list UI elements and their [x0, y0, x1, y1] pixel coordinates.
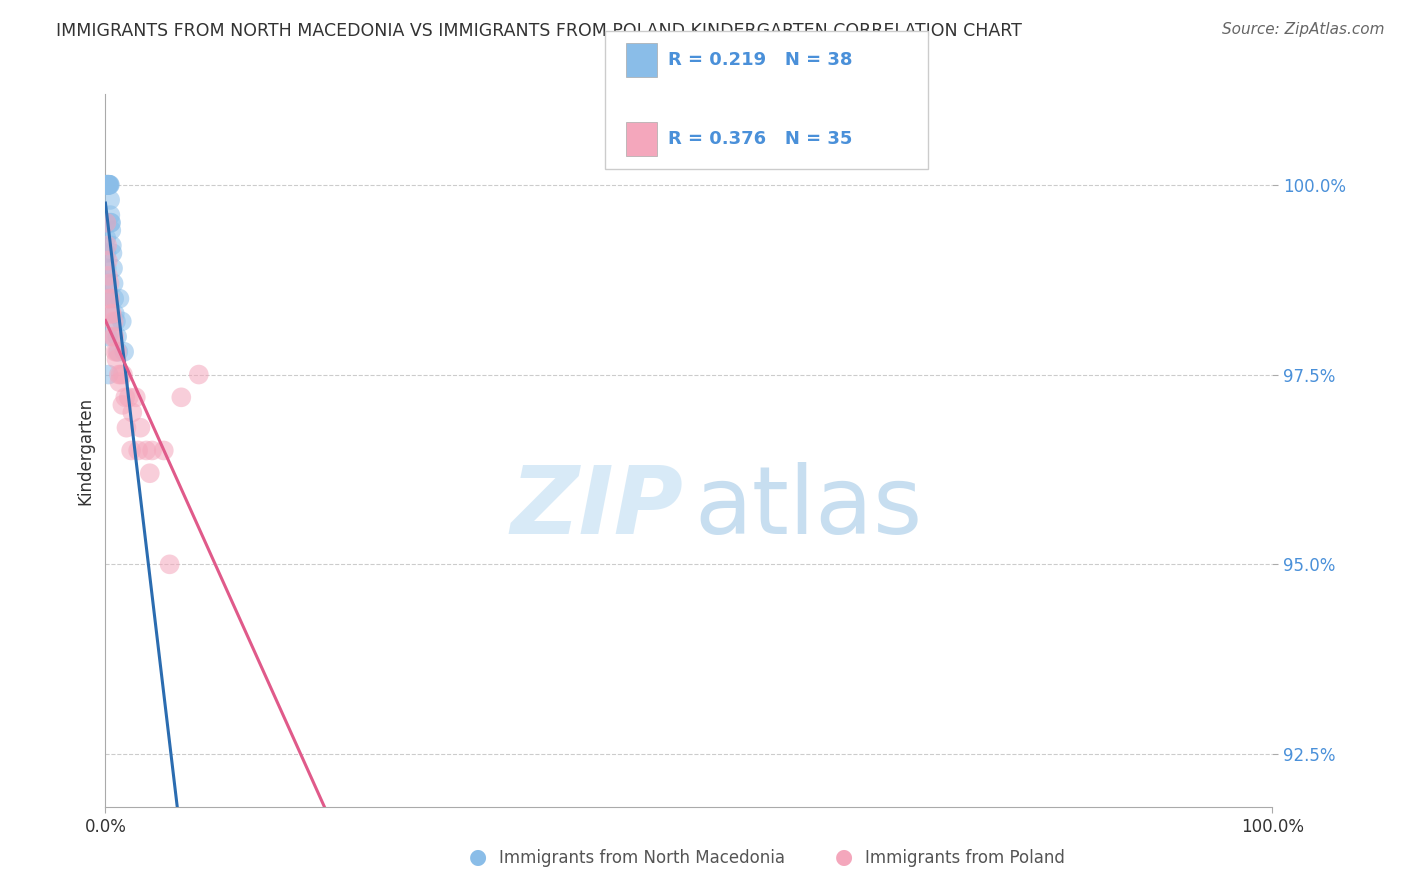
Point — [98, 277, 121, 291]
Text: atlas: atlas — [695, 461, 922, 554]
Point — [107, 344, 129, 359]
Point — [105, 352, 128, 367]
Point — [111, 368, 134, 382]
Point — [108, 368, 131, 382]
Point — [101, 246, 124, 260]
Text: IMMIGRANTS FROM NORTH MACEDONIA VS IMMIGRANTS FROM POLAND KINDERGARTEN CORRELATI: IMMIGRANTS FROM NORTH MACEDONIA VS IMMIG… — [56, 22, 1022, 40]
Point — [141, 443, 163, 458]
Point — [129, 420, 152, 434]
Y-axis label: Kindergarten: Kindergarten — [76, 396, 94, 505]
Point — [103, 329, 125, 343]
Point — [101, 307, 124, 321]
Point — [112, 344, 135, 359]
Point — [111, 314, 134, 328]
Point — [108, 292, 131, 306]
Point — [96, 238, 118, 252]
Point — [97, 178, 120, 192]
Point — [97, 178, 120, 192]
Point — [125, 390, 148, 404]
Point — [97, 292, 120, 306]
Text: Source: ZipAtlas.com: Source: ZipAtlas.com — [1222, 22, 1385, 37]
Point — [104, 344, 127, 359]
Point — [104, 307, 127, 321]
Point — [135, 443, 157, 458]
Point — [98, 292, 121, 306]
Point — [110, 368, 132, 382]
Point — [115, 420, 138, 434]
Point — [96, 178, 118, 192]
Point — [187, 368, 209, 382]
Point — [103, 314, 125, 328]
Point — [108, 375, 131, 389]
Point — [98, 178, 121, 192]
Point — [98, 193, 121, 207]
Point — [96, 292, 118, 306]
Point — [96, 246, 118, 260]
Point — [170, 390, 193, 404]
Text: Immigrants from North Macedonia: Immigrants from North Macedonia — [499, 849, 785, 867]
Point — [114, 390, 136, 404]
Point — [127, 443, 149, 458]
Point — [100, 307, 122, 321]
Point — [105, 344, 128, 359]
Point — [97, 178, 120, 192]
Point — [96, 178, 118, 192]
Text: Immigrants from Poland: Immigrants from Poland — [865, 849, 1064, 867]
Point — [97, 178, 120, 192]
Text: ●: ● — [835, 847, 852, 867]
Point — [103, 292, 125, 306]
Text: R = 0.219   N = 38: R = 0.219 N = 38 — [668, 51, 852, 69]
Point — [101, 329, 124, 343]
Point — [94, 178, 117, 192]
Point — [100, 223, 122, 237]
Point — [101, 261, 124, 276]
Point — [118, 390, 141, 404]
Point — [100, 216, 122, 230]
Point — [94, 216, 117, 230]
Point — [98, 178, 121, 192]
Point — [100, 216, 122, 230]
Point — [97, 329, 120, 343]
Point — [120, 443, 142, 458]
Point — [96, 178, 118, 192]
Point — [96, 216, 118, 230]
Point — [96, 277, 118, 291]
Point — [96, 231, 118, 245]
Point — [121, 405, 143, 419]
Point — [96, 178, 118, 192]
Point — [105, 329, 128, 343]
Point — [97, 368, 120, 382]
Point — [159, 558, 181, 572]
Point — [97, 268, 120, 283]
Text: ZIP: ZIP — [510, 461, 683, 554]
Point — [111, 398, 134, 412]
Point — [101, 238, 124, 252]
Point — [97, 178, 120, 192]
Point — [96, 261, 118, 276]
Point — [96, 178, 118, 192]
Point — [153, 443, 174, 458]
Point — [97, 253, 120, 268]
Point — [103, 277, 125, 291]
Point — [139, 467, 162, 481]
Text: ●: ● — [470, 847, 486, 867]
Point — [98, 208, 121, 222]
Text: R = 0.376   N = 35: R = 0.376 N = 35 — [668, 130, 852, 148]
Point — [104, 314, 127, 328]
